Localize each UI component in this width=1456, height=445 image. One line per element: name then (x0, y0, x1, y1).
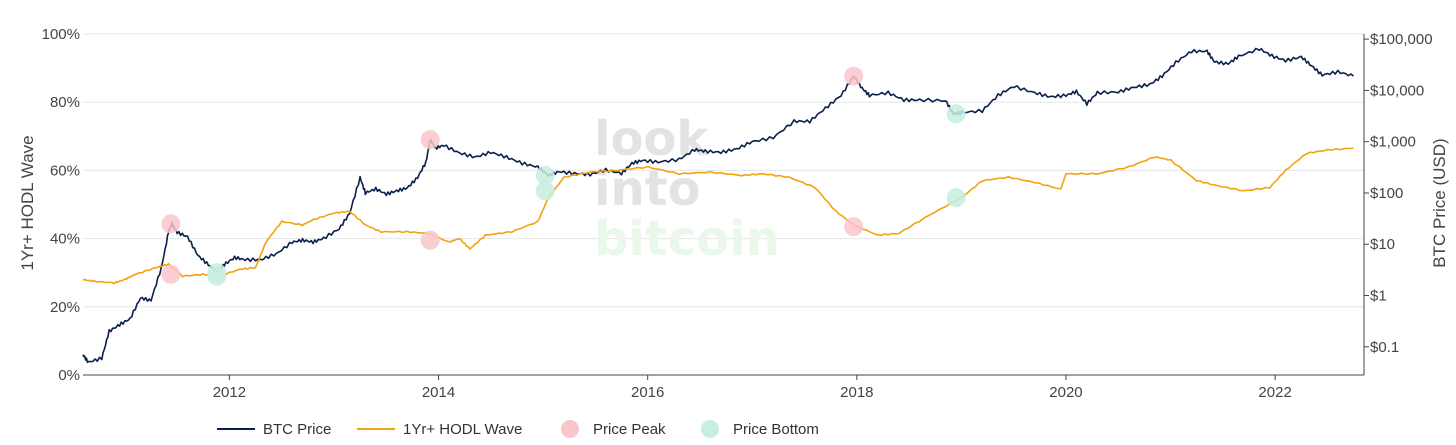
left-axis-ticks: 0% 20% 40% 60% 80% 100% (42, 26, 80, 384)
x-tick-label-2016: 2016 (631, 384, 664, 401)
x-tick-label-2018: 2018 (840, 384, 873, 401)
right-tick-label-100000: $100,000 (1370, 31, 1433, 48)
legend-swatch-price-bottom (701, 420, 719, 438)
right-tick-label-100: $100 (1370, 185, 1403, 202)
x-tick-label-2022: 2022 (1258, 384, 1291, 401)
price-bottom-marker-9 (535, 181, 555, 201)
watermark-bitcoin: bitcoin (594, 211, 780, 267)
legend-label-price-bottom: Price Bottom (733, 421, 819, 438)
watermark-look: look (594, 111, 709, 167)
right-tick-label-10000: $10,000 (1370, 82, 1424, 99)
left-tick-label-80: 80% (50, 94, 80, 111)
legend-item-price-peak[interactable]: Price Peak (561, 420, 666, 438)
x-tick-label-2014: 2014 (422, 384, 455, 401)
x-tick-label-2012: 2012 (213, 384, 246, 401)
right-tick-label-10: $10 (1370, 236, 1395, 253)
legend-label-1yr-hodl-wave: 1Yr+ HODL Wave (403, 421, 522, 438)
legend-item-btc-price[interactable]: BTC Price (217, 421, 331, 438)
x-tick-label-2020: 2020 (1049, 384, 1082, 401)
left-tick-label-100: 100% (42, 26, 80, 43)
price-peak-marker-5 (844, 217, 864, 237)
left-tick-label-60: 60% (50, 162, 80, 179)
price-peak-marker-0 (161, 214, 181, 234)
series-line-1yr-hodl-wave (82, 147, 1354, 285)
left-axis-title: 1Yr+ HODL Wave (18, 135, 37, 270)
left-tick-label-0: 0% (58, 367, 80, 384)
right-tick-label-1000: $1,000 (1370, 134, 1416, 151)
price-peak-marker-2 (420, 130, 440, 150)
price-peak-marker-3 (420, 230, 440, 250)
series-layer (82, 47, 1355, 364)
legend-swatch-price-peak (561, 420, 579, 438)
left-tick-label-20: 20% (50, 299, 80, 316)
price-bottom-marker-8 (535, 165, 555, 185)
legend-label-btc-price: BTC Price (263, 421, 331, 438)
price-peak-marker-4 (844, 66, 864, 86)
left-tick-label-40: 40% (50, 231, 80, 248)
right-tick-label-0.1: $0.1 (1370, 339, 1399, 356)
right-tick-label-1: $1 (1370, 288, 1387, 305)
price-bottom-marker-10 (946, 104, 966, 124)
gridlines (83, 33, 1364, 308)
right-axis-title: BTC Price (USD) (1430, 138, 1449, 267)
watermark-logo: look into bitcoin (594, 111, 780, 267)
price-bottom-marker-11 (946, 188, 966, 208)
price-peak-marker-1 (161, 264, 181, 284)
watermark-into: into (594, 161, 701, 217)
markers-layer (161, 66, 966, 286)
right-axis-ticks: $0.1 $1 $10 $100 $1,000 $10,000 $100,000 (1364, 31, 1433, 356)
x-axis-ticks: 2012 2014 2016 2018 2020 2022 (213, 375, 1292, 401)
legend-item-1yr-hodl-wave[interactable]: 1Yr+ HODL Wave (357, 421, 522, 438)
legend: BTC Price 1Yr+ HODL Wave Price Peak Price B… (217, 420, 819, 438)
price-bottom-marker-7 (207, 266, 227, 286)
legend-item-price-bottom[interactable]: Price Bottom (701, 420, 819, 438)
series-line-btc-price (82, 47, 1355, 364)
legend-label-price-peak: Price Peak (593, 421, 666, 438)
